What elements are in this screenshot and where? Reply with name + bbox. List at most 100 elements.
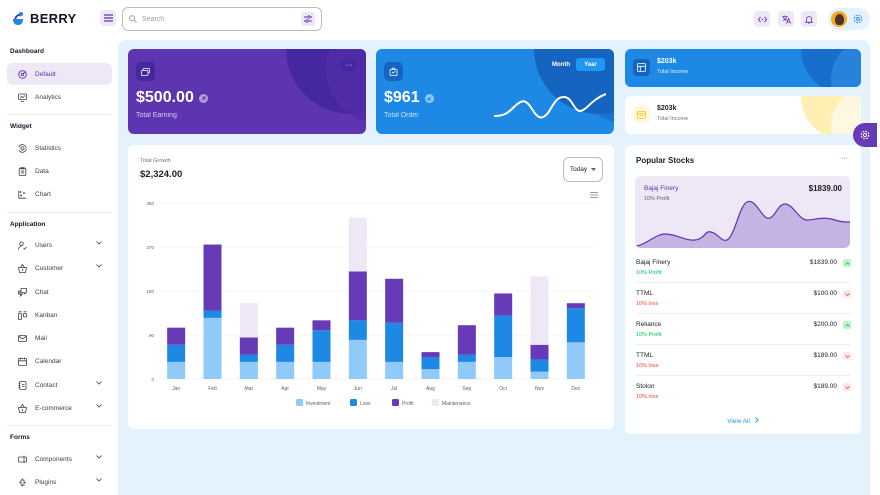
earning-label: Total Earning bbox=[136, 112, 177, 119]
sidebar-item-customer[interactable]: Customer bbox=[7, 257, 112, 279]
bar-segment-profit[interactable] bbox=[566, 303, 585, 309]
sidebar-item-kanban[interactable]: Kanban bbox=[7, 304, 112, 326]
sidebar-item-label: Mail bbox=[35, 334, 47, 342]
search-input[interactable] bbox=[142, 15, 282, 23]
income-value: $203k bbox=[657, 58, 677, 65]
earning-more-button[interactable]: ··· bbox=[342, 59, 356, 71]
stock-row[interactable]: Stolon 10% loss $189.00 bbox=[636, 383, 851, 414]
growth-label: Total Growth bbox=[140, 158, 171, 164]
notification-button[interactable] bbox=[801, 11, 817, 27]
y-tick-label: 270 bbox=[146, 245, 154, 250]
bar-segment-investment[interactable] bbox=[167, 361, 186, 379]
bar-segment-investment[interactable] bbox=[421, 369, 440, 379]
bar-segment-loss[interactable] bbox=[530, 359, 549, 372]
search-filter-button[interactable] bbox=[301, 12, 315, 26]
bar-segment-investment[interactable] bbox=[494, 357, 513, 379]
sidebar-item-chat[interactable]: Chat bbox=[7, 281, 112, 303]
bar-segment-profit[interactable] bbox=[167, 327, 186, 345]
bar-segment-investment[interactable] bbox=[348, 339, 367, 379]
sidebar-item-calendar[interactable]: Calendar bbox=[7, 350, 112, 372]
bar-segment-loss[interactable] bbox=[385, 322, 404, 362]
bar-segment-loss[interactable] bbox=[312, 330, 331, 362]
stocks-title: Popular Stocks bbox=[636, 156, 695, 165]
stock-row[interactable]: TTML 10% loss $189.00 bbox=[636, 352, 851, 383]
bar-segment-investment[interactable] bbox=[312, 361, 331, 379]
sidebar-item-statistics[interactable]: Statistics bbox=[7, 137, 112, 159]
stock-row[interactable]: TTML 10% loss $100.00 bbox=[636, 290, 851, 321]
y-tick-label: 180 bbox=[146, 289, 154, 294]
search-box[interactable] bbox=[122, 7, 322, 31]
sidebar-item-mail[interactable]: Mail bbox=[7, 327, 112, 349]
bar-segment-maintenance[interactable] bbox=[239, 303, 258, 338]
order-card-icon bbox=[384, 62, 403, 81]
order-amount: $961 bbox=[384, 89, 434, 107]
language-icon bbox=[782, 15, 791, 24]
sidebar-item-users[interactable]: Users bbox=[7, 234, 112, 256]
period-select[interactable]: Today bbox=[563, 157, 603, 182]
sidebar-item-data[interactable]: Data bbox=[7, 160, 112, 182]
bar-segment-profit[interactable] bbox=[203, 244, 222, 311]
brand-logo[interactable]: BERRY bbox=[10, 10, 77, 26]
x-tick-label: Sep bbox=[462, 386, 471, 392]
legend-swatch[interactable] bbox=[392, 399, 399, 406]
sidebar-item-chart[interactable]: Chart bbox=[7, 183, 112, 205]
menu-toggle-button[interactable] bbox=[100, 10, 116, 26]
legend-label[interactable]: Profit bbox=[402, 401, 414, 407]
sidebar-item-plugins[interactable]: Plugins bbox=[7, 471, 112, 493]
bar-segment-maintenance[interactable] bbox=[530, 276, 549, 345]
bar-segment-profit[interactable] bbox=[457, 325, 476, 355]
bar-segment-profit[interactable] bbox=[530, 344, 549, 360]
bar-segment-loss[interactable] bbox=[239, 354, 258, 362]
legend-label[interactable]: Maintenance bbox=[442, 401, 471, 407]
bar-segment-investment[interactable] bbox=[530, 371, 549, 379]
bar-segment-loss[interactable] bbox=[421, 357, 440, 370]
sidebar-item-contact[interactable]: Contact bbox=[7, 374, 112, 396]
sidebar-item-analytics[interactable]: Analytics bbox=[7, 86, 112, 108]
bar-segment-loss[interactable] bbox=[167, 344, 186, 362]
bar-segment-investment[interactable] bbox=[239, 361, 258, 379]
theme-settings-button[interactable] bbox=[853, 123, 877, 147]
trend-up-icon bbox=[843, 321, 851, 329]
bar-segment-loss[interactable] bbox=[457, 354, 476, 362]
bar-segment-loss[interactable] bbox=[203, 310, 222, 318]
bar-segment-profit[interactable] bbox=[385, 278, 404, 323]
bar-segment-investment[interactable] bbox=[385, 361, 404, 379]
bar-segment-loss[interactable] bbox=[348, 320, 367, 340]
bar-segment-profit[interactable] bbox=[494, 293, 513, 316]
legend-swatch[interactable] bbox=[350, 399, 357, 406]
stock-row[interactable]: Bajaj Finery 10% Profit $1839.00 bbox=[636, 259, 851, 290]
legend-swatch[interactable] bbox=[432, 399, 439, 406]
x-tick-label: Jul bbox=[391, 386, 397, 392]
bar-segment-profit[interactable] bbox=[421, 352, 440, 357]
stock-row[interactable]: Reliance 10% Profit $200.00 bbox=[636, 321, 851, 352]
bar-segment-investment[interactable] bbox=[276, 361, 295, 379]
legend-label[interactable]: Loss bbox=[360, 401, 371, 407]
bar-segment-profit[interactable] bbox=[276, 327, 295, 345]
credit-card-icon bbox=[141, 67, 150, 76]
bar-segment-investment[interactable] bbox=[203, 317, 222, 379]
bar-segment-investment[interactable] bbox=[457, 361, 476, 379]
year-toggle[interactable]: Year bbox=[576, 58, 605, 71]
sidebar-item-components[interactable]: Components bbox=[7, 448, 112, 470]
language-button[interactable] bbox=[778, 11, 794, 27]
profile-menu-button[interactable] bbox=[828, 8, 870, 30]
earning-amount: $500.00 bbox=[136, 89, 208, 107]
bar-segment-profit[interactable] bbox=[348, 271, 367, 321]
sidebar-item-default[interactable]: Default bbox=[7, 63, 112, 85]
bar-segment-investment[interactable] bbox=[566, 342, 585, 379]
month-toggle[interactable]: Month bbox=[547, 58, 575, 71]
bar-segment-profit[interactable] bbox=[312, 320, 331, 331]
bar-segment-profit[interactable] bbox=[239, 337, 258, 355]
bar-segment-loss[interactable] bbox=[566, 308, 585, 343]
legend-swatch[interactable] bbox=[296, 399, 303, 406]
chevron-down-icon bbox=[96, 455, 102, 459]
stocks-more-button[interactable]: ··· bbox=[841, 155, 848, 162]
bar-segment-loss[interactable] bbox=[494, 315, 513, 357]
legend-label[interactable]: Investment bbox=[306, 401, 331, 407]
chart-menu-icon[interactable] bbox=[590, 192, 598, 198]
view-all-link[interactable]: View All bbox=[625, 417, 861, 425]
bar-segment-maintenance[interactable] bbox=[348, 217, 367, 272]
code-button[interactable] bbox=[754, 11, 770, 27]
sidebar-item-e-commerce[interactable]: E-commerce bbox=[7, 397, 112, 419]
bar-segment-loss[interactable] bbox=[276, 344, 295, 362]
